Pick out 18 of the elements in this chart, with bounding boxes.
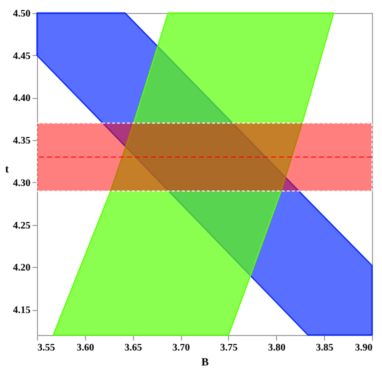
x-tick-label: 3.80 [268, 342, 286, 354]
y-axis-title: t [5, 164, 10, 176]
x-tick-label: 3.55 [38, 342, 55, 354]
x-tick-label: 3.65 [124, 342, 142, 354]
y-tick-label: 4.30 [13, 178, 30, 189]
y-tick-label: 4.20 [13, 262, 30, 274]
y-tick-label: 4.25 [13, 220, 30, 232]
x-tick-label: 3.60 [76, 342, 94, 354]
y-tick-label: 4.40 [13, 93, 30, 104]
x-axis-title: B [201, 356, 210, 368]
y-tick-label: 4.45 [13, 50, 30, 62]
y-tick-label: 4.15 [13, 305, 30, 316]
x-tick-label: 3.75 [220, 342, 238, 354]
x-tick-label: 3.85 [316, 342, 334, 354]
x-tick-label: 3.70 [172, 342, 190, 354]
x-tick-label: 3.90 [355, 342, 372, 354]
y-tick-label: 4.35 [13, 136, 30, 147]
y-tick-label: 4.50 [13, 8, 30, 20]
